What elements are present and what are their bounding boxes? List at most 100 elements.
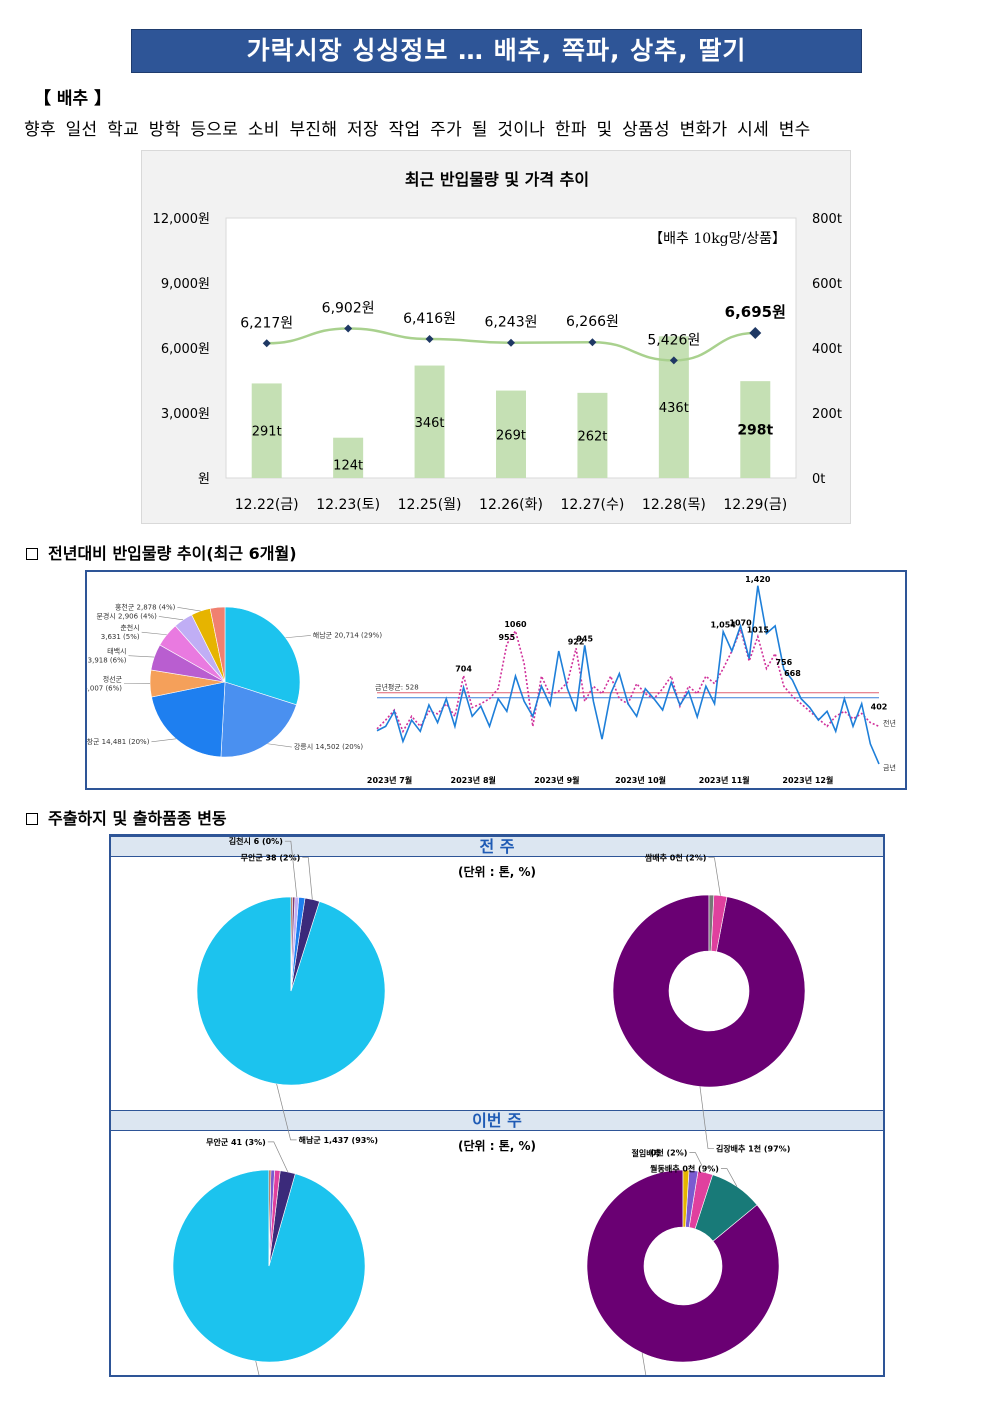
y-left-tick: 3,000원 xyxy=(161,407,210,422)
leader-line xyxy=(151,738,177,743)
y-left-tick: 원 xyxy=(198,472,210,487)
x-tick-label: 12.27(수) xyxy=(560,497,624,513)
volume-label: 436t xyxy=(659,401,689,416)
chart-label: 0천 (2%) xyxy=(651,1148,688,1158)
price-label: 5,426원 xyxy=(647,332,700,348)
x-tick-label: 12.23(토) xyxy=(316,497,380,513)
y-right-tick: 600t xyxy=(812,277,842,292)
chart-label: 무안군 41 (3%) xyxy=(206,1137,266,1147)
leader-line xyxy=(699,1086,714,1149)
pie-slice xyxy=(209,606,226,683)
y-right-tick: 800t xyxy=(812,212,842,227)
pie-label: 평창군 14,481 (20%) xyxy=(87,737,150,746)
pie-label: 홍천군 2,878 (4%) xyxy=(115,602,176,611)
summary-text: 향후 일선 학교 방학 등으로 소비 부진해 저장 작업 주가 될 것이나 한파… xyxy=(24,120,811,140)
volume-bar xyxy=(333,437,364,478)
peak-label: 922 xyxy=(568,637,585,646)
chart-label: 무안군 38 (2%) xyxy=(241,852,301,862)
x-tick-label: 12.29(금) xyxy=(723,497,787,513)
x-tick-label: 12.25(월) xyxy=(398,497,462,513)
price-marker xyxy=(262,339,271,348)
volume-label: 291t xyxy=(252,425,282,440)
y-left-tick: 9,000원 xyxy=(161,277,210,292)
avg-label: 금년평균: 528 xyxy=(375,683,419,692)
leader-line xyxy=(284,840,298,898)
price-label: 6,695원 xyxy=(725,303,786,321)
pie-slice xyxy=(290,896,293,992)
price-marker xyxy=(749,326,762,339)
month-tick: 2023년 7월 xyxy=(367,775,412,785)
y-right-tick: 200t xyxy=(812,407,842,422)
pie-slice xyxy=(220,681,297,758)
y-right-tick: 400t xyxy=(812,342,842,357)
peak-label: 1060 xyxy=(504,620,527,629)
peak-label: 704 xyxy=(455,665,472,674)
leader-line xyxy=(267,743,292,748)
y-left-tick: 12,000원 xyxy=(153,212,210,227)
leader-line xyxy=(158,616,184,621)
leader-line xyxy=(720,1168,738,1187)
checkbox-square-icon xyxy=(26,813,38,825)
chart-label: 월동배추 0천 (9%) xyxy=(650,1164,719,1174)
checkbox-square-icon xyxy=(26,548,38,560)
leader-line xyxy=(285,635,311,639)
month-tick: 2023년 8월 xyxy=(451,775,496,785)
pie-slice xyxy=(268,1169,272,1267)
pie-label: 정선군 xyxy=(103,675,123,684)
volume-bar xyxy=(251,383,282,478)
price-marker xyxy=(588,338,597,347)
peak-label: 756 xyxy=(775,658,792,667)
chart-label: 김천시 6 (0%) xyxy=(229,836,283,846)
price-label: 6,217원 xyxy=(240,315,293,331)
peak-label: 1,054 xyxy=(711,621,737,630)
volume-bar xyxy=(740,381,771,478)
section3-heading-text: 주출하지 및 출하품종 변동 xyxy=(48,809,227,828)
volume-bar xyxy=(577,392,608,478)
donut-slice xyxy=(708,894,715,952)
price-marker xyxy=(507,338,515,347)
chart-note: 【배추 10kg망/상품】 xyxy=(649,231,786,247)
section2-heading-text: 전년대비 반입물량 추이(최근 6개월) xyxy=(48,544,297,563)
volume-label: 298t xyxy=(737,423,773,439)
prev-week-label: 전 주 xyxy=(111,836,883,857)
this-year-line xyxy=(376,585,880,765)
price-marker xyxy=(669,356,678,365)
chart-title: 최근 반입물량 및 가격 추이 xyxy=(405,170,589,189)
shipping-region-panel: 전 주 (단위 : 톤, %) 이번 주 (단위 : 톤, %) 해남군 1,4… xyxy=(109,834,885,1377)
pie-label: 춘천시 xyxy=(120,623,139,632)
section2-heading: 전년대비 반입물량 추이(최근 6개월) xyxy=(26,540,297,564)
yearly-comparison-panel: 해남군 20,714 (29%) 강릉시 14,502 (20%) 평창군 14,4… xyxy=(80,570,907,790)
page-title: 가락시장 싱싱정보 … 배추, 쪽파, 상추, 딸기 xyxy=(131,29,862,73)
unit-label-this: (단위 : 톤, %) xyxy=(457,1139,536,1153)
leader-line xyxy=(302,857,313,900)
this-week-label: 이번 주 xyxy=(111,1110,883,1131)
panel3-svg: 해남군 1,437 (93%) 무안군 38 (2%) 김천시 6 (0%) 김장배… xyxy=(172,836,806,1375)
donut-slice xyxy=(586,1169,780,1363)
pie-label: 4,007 (6%) xyxy=(87,685,122,693)
month-tick: 2023년 10월 xyxy=(615,775,666,785)
chart-label: 김장배추 1천 (97%) xyxy=(716,1144,790,1154)
leader-line xyxy=(689,1152,706,1173)
chart-label: 해남군 1,437 (93%) xyxy=(299,1135,378,1145)
y-left-tick: 6,000원 xyxy=(161,342,210,357)
leader-line xyxy=(141,631,167,636)
volume-bar xyxy=(414,365,445,478)
chart1-svg: 최근 반입물량 및 가격 추이 291t 124t 346t 269t 262t 436t… xyxy=(153,170,842,513)
donut-slice xyxy=(612,894,806,1088)
section-label: 【 배추 】 xyxy=(34,89,112,109)
leader-line xyxy=(128,655,155,658)
pie-label: 해남군 20,714 (29%) xyxy=(313,630,383,639)
leader-line xyxy=(708,857,721,896)
price-label: 6,416원 xyxy=(403,311,456,327)
price-label: 6,243원 xyxy=(485,315,538,331)
month-tick: 2023년 12월 xyxy=(782,775,833,785)
volume-bar xyxy=(496,390,526,478)
leader-line xyxy=(177,606,201,612)
donut-slice xyxy=(682,1169,690,1228)
leader-line xyxy=(276,1083,297,1141)
peak-label: 955 xyxy=(498,633,515,642)
price-marker xyxy=(425,334,434,343)
month-tick: 2023년 9월 xyxy=(534,775,579,785)
y-right-tick: 0t xyxy=(812,472,825,487)
leader-line xyxy=(641,1352,647,1375)
